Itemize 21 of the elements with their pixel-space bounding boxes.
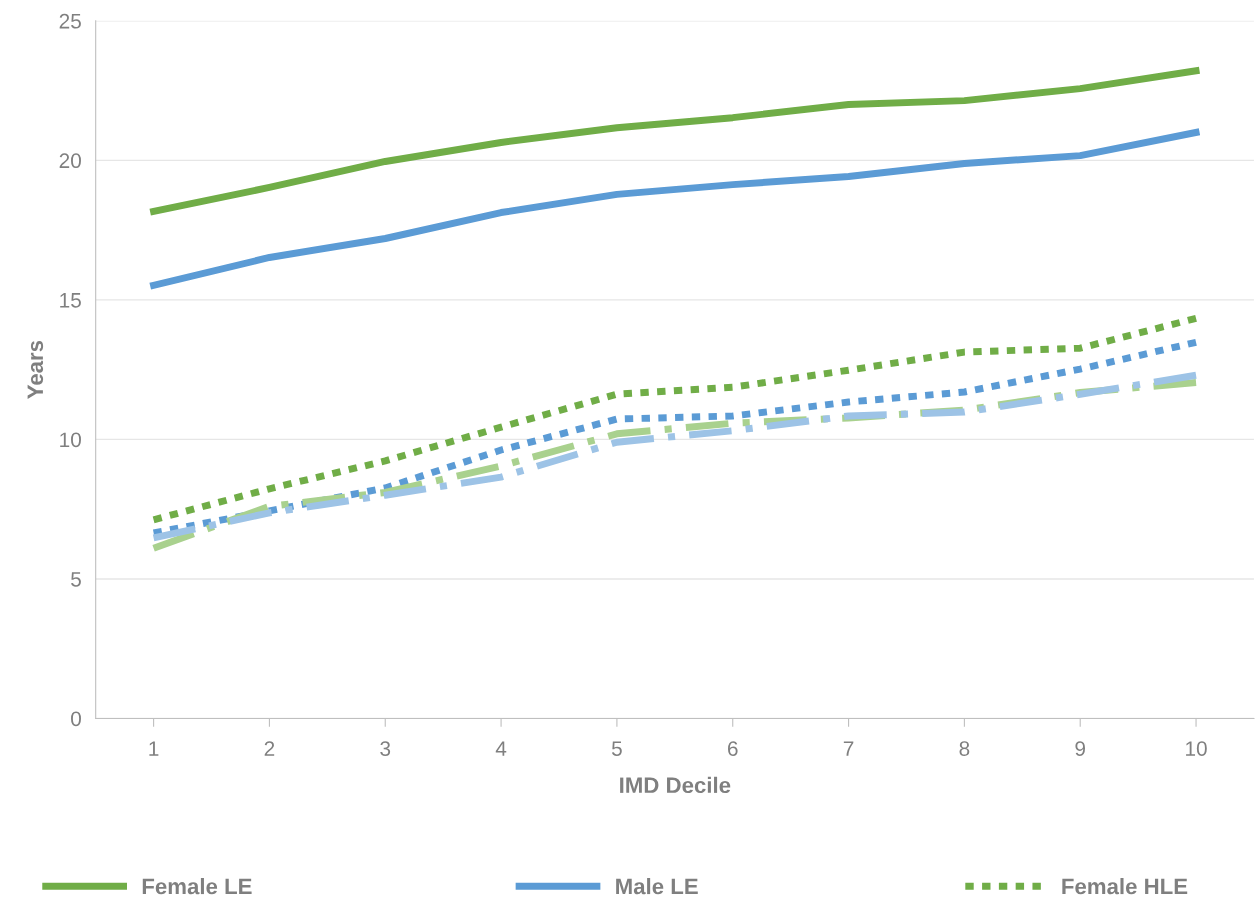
x-tick-label: 2 (264, 741, 275, 756)
x-tick-label: 6 (728, 741, 738, 756)
y-tick-label: 20 (59, 153, 81, 169)
x-tick-label: 7 (843, 741, 854, 756)
y-tick-label: 5 (71, 572, 81, 587)
legend-label: Female LE (142, 877, 252, 895)
legend-label: Female HLE (1062, 877, 1188, 895)
y-tick-label: 0 (71, 711, 81, 727)
y-tick-label: 10 (60, 432, 81, 448)
x-tick-label: 10 (1186, 741, 1207, 756)
y-tick-label: 25 (59, 13, 81, 29)
x-tick-label: 8 (959, 741, 970, 756)
x-tick-label: 5 (611, 741, 622, 756)
x-tick-label: 4 (495, 741, 507, 756)
y-axis-title: Years (27, 340, 44, 399)
y-tick-label: 15 (60, 293, 81, 308)
legend-label: Male LE (616, 877, 698, 895)
x-tick-label: 1 (149, 741, 159, 756)
x-axis-title: IMD Decile (620, 776, 731, 794)
x-tick-label: 9 (1075, 741, 1086, 756)
x-tick-label: 3 (380, 741, 391, 756)
